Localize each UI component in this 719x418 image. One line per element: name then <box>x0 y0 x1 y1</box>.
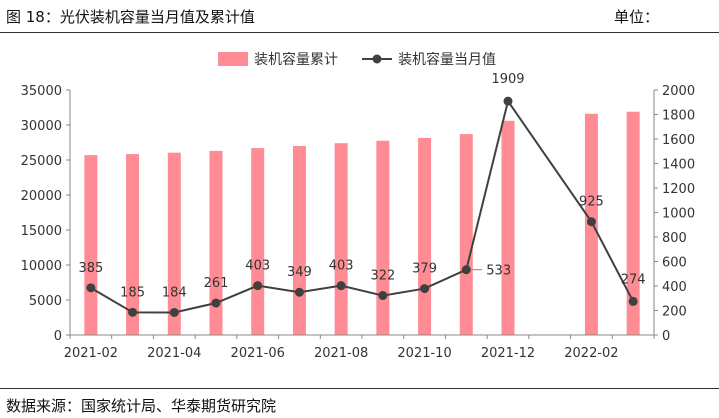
data-label: 533 <box>486 264 511 279</box>
bar-cumulative <box>209 150 223 335</box>
bar-cumulative <box>376 140 390 335</box>
line-point <box>628 296 638 306</box>
y-right-tick-label: 1400 <box>662 158 695 173</box>
y-right-tick-label: 400 <box>662 280 687 295</box>
y-left-tick-label: 0 <box>54 329 62 344</box>
y-right-tick-label: 1800 <box>662 109 695 124</box>
data-label: 925 <box>579 195 604 210</box>
x-tick-label: 2022-02 <box>564 346 618 361</box>
legend-swatch-bar <box>218 52 248 66</box>
bar-cumulative <box>418 137 432 335</box>
unit-label: 单位： <box>613 8 659 26</box>
x-tick-label: 2021-04 <box>147 346 201 361</box>
data-label: 274 <box>621 272 646 287</box>
legend-swatch-marker <box>372 54 382 64</box>
data-label: 322 <box>370 269 395 284</box>
chart-header: 图 18：光伏装机容量当月值及累计值 单位： <box>0 0 719 33</box>
x-tick-label: 2021-10 <box>397 346 451 361</box>
line-point <box>86 283 96 293</box>
bar-cumulative <box>167 152 181 335</box>
data-label: 184 <box>162 285 187 300</box>
y-right-tick-label: 2000 <box>662 84 695 99</box>
legend-label-bar: 装机容量累计 <box>254 51 338 68</box>
line-point <box>586 217 596 227</box>
x-tick-label: 2021-12 <box>481 346 535 361</box>
data-label: 403 <box>245 259 270 274</box>
bar-cumulative <box>251 148 265 335</box>
y-left-tick-label: 5000 <box>29 294 62 309</box>
data-label: 385 <box>78 261 103 276</box>
bar-cumulative <box>501 120 515 335</box>
line-point <box>461 265 471 275</box>
line-point <box>336 281 346 291</box>
y-left-tick-label: 30000 <box>21 119 62 134</box>
y-right-tick-label: 600 <box>662 256 687 271</box>
data-label: 1909 <box>491 72 524 87</box>
line-point <box>378 291 388 301</box>
x-tick-label: 2021-02 <box>64 346 118 361</box>
data-label: 261 <box>204 276 229 291</box>
y-left-tick-label: 35000 <box>21 84 62 99</box>
data-label: 349 <box>287 265 312 280</box>
bar-cumulative <box>292 146 306 335</box>
data-label: 403 <box>329 259 354 274</box>
y-right-tick-label: 1200 <box>662 182 695 197</box>
bar-cumulative <box>626 111 640 335</box>
bar-cumulative <box>334 143 348 335</box>
y-right-tick-label: 800 <box>662 231 687 246</box>
y-left-tick-label: 20000 <box>21 189 62 204</box>
y-left-tick-label: 25000 <box>21 154 62 169</box>
chart-footer: 数据来源：国家统计局、华泰期货研究院 <box>0 388 719 418</box>
line-point <box>253 281 263 291</box>
chart-title: 图 18：光伏装机容量当月值及累计值 <box>6 8 255 26</box>
y-left-tick-label: 15000 <box>21 224 62 239</box>
source-note: 数据来源：国家统计局、华泰期货研究院 <box>6 397 277 415</box>
line-point <box>420 284 430 294</box>
y-right-tick-label: 1000 <box>662 207 695 222</box>
data-label: 185 <box>120 285 145 300</box>
line-point <box>169 307 179 317</box>
y-right-tick-label: 0 <box>662 329 670 344</box>
y-right-tick-label: 200 <box>662 305 687 320</box>
line-point <box>503 96 513 106</box>
y-right-tick-label: 1600 <box>662 133 695 148</box>
line-point <box>294 287 304 297</box>
bar-cumulative <box>459 134 473 335</box>
x-tick-label: 2021-06 <box>231 346 285 361</box>
chart-area: 0 5000 10000 15000 20000 25000 30000 35000 0 200 4… <box>21 51 695 361</box>
line-point <box>211 298 221 308</box>
legend-label-line: 装机容量当月值 <box>398 51 496 68</box>
x-tick-label: 2021-08 <box>314 346 368 361</box>
y-left-tick-label: 10000 <box>21 259 62 274</box>
line-point <box>128 307 138 317</box>
bar-cumulative <box>84 155 98 335</box>
bar-cumulative <box>126 154 140 335</box>
data-label: 379 <box>412 262 437 277</box>
